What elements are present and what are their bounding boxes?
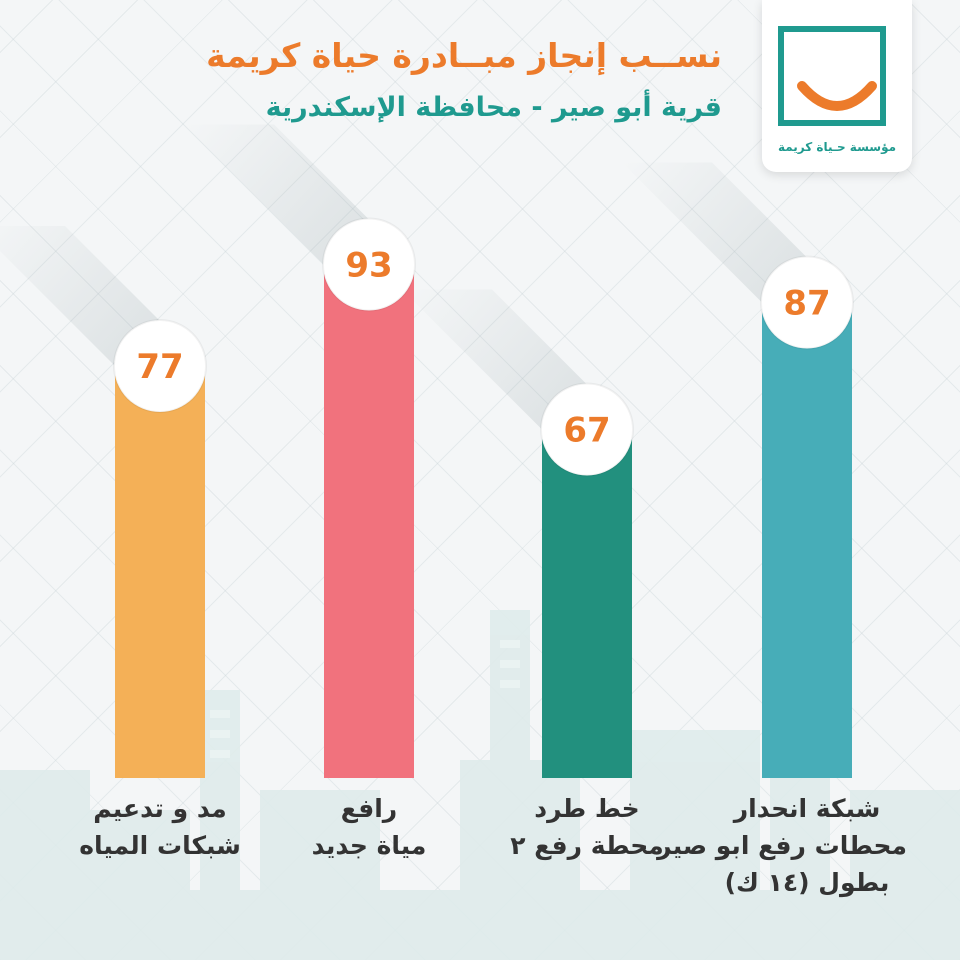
chart-title: نســب إنجاز مبــادرة حياة كريمة: [206, 36, 722, 75]
bar: [115, 321, 205, 778]
category-label-line: خط طرد: [534, 794, 640, 823]
category-label-line: شبكات المياه: [79, 831, 241, 860]
bar: [324, 219, 414, 778]
category-label-line: محطة رفع ٢: [510, 831, 664, 860]
smile-icon: [797, 81, 877, 111]
bar: [542, 384, 632, 778]
category-label-line: بطول (١٤ ك): [724, 868, 890, 897]
data-label: 67: [563, 411, 610, 451]
category-label-line: مد و تدعيم: [93, 794, 227, 823]
bar: [762, 257, 852, 778]
category-label: مد و تدعيم شبكات المياه: [60, 790, 260, 864]
value-circle: [113, 319, 207, 414]
value-circle: [540, 382, 634, 477]
category-label: خط طرد محطة رفع ٢: [487, 790, 687, 864]
logo-caption: مؤسسة حـياة كريمة: [777, 140, 897, 154]
city-skyline-background: [0, 610, 960, 960]
value-circle: [322, 217, 416, 312]
category-label-line: شبكة انحدار: [733, 794, 881, 823]
logo-frame: [778, 26, 886, 126]
category-label-line: رافع: [340, 794, 398, 823]
category-label: شبكة انحدار محطات رفع ابو صير بطول (١٤ ك): [657, 790, 907, 901]
category-label: رافع مياة جديد: [269, 790, 469, 864]
logo: مؤسسة حـياة كريمة: [762, 0, 912, 172]
data-label: 87: [783, 284, 830, 324]
data-label: 77: [136, 347, 183, 387]
category-label-line: مياة جديد: [311, 831, 427, 860]
data-label: 93: [345, 245, 392, 285]
category-label-line: محطات رفع ابو صير: [657, 831, 907, 860]
value-circle: [760, 255, 854, 350]
chart-subtitle: قرية أبو صير - محافظة الإسكندرية: [265, 92, 722, 123]
